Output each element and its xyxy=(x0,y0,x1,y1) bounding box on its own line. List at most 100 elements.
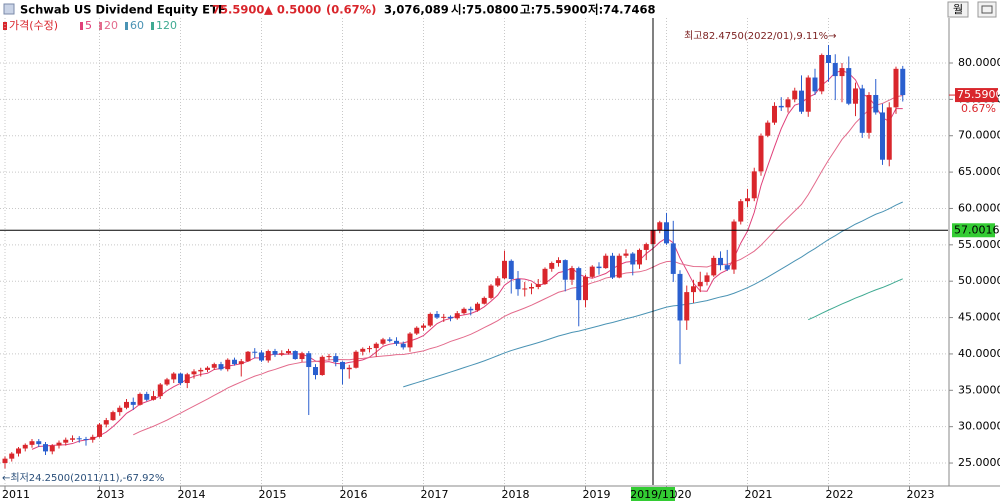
candle-body xyxy=(56,442,62,446)
candle-body xyxy=(839,68,845,77)
candle-body xyxy=(157,384,163,397)
candle-body xyxy=(245,351,251,362)
candle-body xyxy=(292,351,298,360)
candle-body xyxy=(22,444,28,449)
moving-average xyxy=(133,94,903,436)
candle-body xyxy=(97,424,102,437)
candle-body xyxy=(191,371,197,375)
moving-average xyxy=(808,278,903,321)
candle-body xyxy=(76,438,82,440)
candle-body xyxy=(677,273,683,321)
candle-body xyxy=(306,353,312,368)
candle-body xyxy=(664,222,669,244)
crosshair-y-label: 57.0016 xyxy=(954,223,1000,236)
candle-body xyxy=(529,287,534,289)
candle-body xyxy=(461,308,467,314)
candle-body xyxy=(785,99,791,108)
settings-icon xyxy=(981,5,993,14)
candle-body xyxy=(225,359,231,370)
legend-swatch xyxy=(151,22,154,30)
candle-body xyxy=(697,281,703,287)
candle-body xyxy=(63,439,69,443)
settings-button[interactable] xyxy=(977,1,997,18)
candle-body xyxy=(616,255,622,278)
candle-body xyxy=(340,361,345,370)
candle-body xyxy=(873,94,879,113)
open-price: 시:75.0800 xyxy=(451,3,519,17)
candle-body xyxy=(799,90,804,112)
high-annotation: 최고82.4750(2022/01),9.11%→ xyxy=(684,30,836,42)
candle-body xyxy=(387,339,393,341)
legend-swatch xyxy=(3,22,7,30)
candle-body xyxy=(184,374,190,384)
candle-body xyxy=(380,339,386,344)
crosshair-x-label: 2019/11 xyxy=(630,488,676,501)
candle-body xyxy=(596,266,602,269)
high-price: 고:75.5900 xyxy=(520,3,588,17)
candle-body xyxy=(745,198,750,202)
y-tick-label: 50.0000 xyxy=(958,274,1000,287)
candle-body xyxy=(819,54,825,92)
candle-body xyxy=(751,171,757,199)
candle-body xyxy=(481,297,487,304)
candle-body xyxy=(508,260,514,280)
legend-swatch xyxy=(125,22,128,30)
legend-swatch xyxy=(99,22,102,30)
candle-body xyxy=(218,364,224,370)
x-tick-label: 2016 xyxy=(340,488,368,501)
candle-body xyxy=(657,222,663,231)
candle-body xyxy=(198,369,204,372)
x-tick-label: 2013 xyxy=(97,488,125,501)
x-tick-label: 2023 xyxy=(907,488,935,501)
candle-body xyxy=(684,292,690,321)
candle-body xyxy=(758,135,764,172)
candle-body xyxy=(299,353,305,360)
candle-body xyxy=(326,356,332,358)
candle-body xyxy=(846,68,852,104)
candle-body xyxy=(272,351,278,355)
candle-body xyxy=(704,275,710,282)
candle-body xyxy=(117,407,123,413)
candle-body xyxy=(569,268,575,280)
candle-body xyxy=(211,364,217,368)
candle-body xyxy=(556,260,561,264)
x-tick-label: 2014 xyxy=(178,488,206,501)
candle-body xyxy=(549,263,555,269)
candle-body xyxy=(562,260,568,280)
candle-body xyxy=(522,288,528,290)
candle-body xyxy=(29,441,35,445)
candle-body xyxy=(232,359,237,365)
candle-body xyxy=(738,201,744,222)
candle-body xyxy=(718,257,723,266)
candle-body xyxy=(238,361,244,365)
candle-body xyxy=(319,356,325,376)
change: ▲ 0.5000 xyxy=(264,3,321,17)
legend-label: 20 xyxy=(104,19,118,32)
candle-body xyxy=(765,122,771,136)
candle-body xyxy=(630,253,636,265)
candle-body xyxy=(178,373,183,384)
legend-label: 120 xyxy=(156,19,177,32)
candle-body xyxy=(643,244,649,250)
period-button-label[interactable]: 월 xyxy=(953,3,963,16)
candle-body xyxy=(279,353,285,355)
candle-body xyxy=(792,90,798,100)
candle-body xyxy=(407,333,413,348)
candle-body xyxy=(360,348,366,352)
y-tick-label: 55.0000 xyxy=(958,238,1000,251)
x-tick-label: 2018 xyxy=(502,488,530,501)
x-tick-label: 2017 xyxy=(421,488,449,501)
candle-body xyxy=(171,373,177,380)
candle-body xyxy=(502,260,507,279)
candle-body xyxy=(603,255,609,269)
candle-body xyxy=(394,340,399,344)
candle-body xyxy=(43,444,48,452)
candle-body xyxy=(576,268,582,301)
candle-body xyxy=(367,348,372,350)
security-name: Schwab US Dividend Equity ETF xyxy=(20,3,226,17)
period-button[interactable] xyxy=(947,1,969,18)
y-tick-label: 25.0000 xyxy=(958,456,1000,469)
candle-body xyxy=(515,279,521,290)
candle-body xyxy=(610,255,615,278)
